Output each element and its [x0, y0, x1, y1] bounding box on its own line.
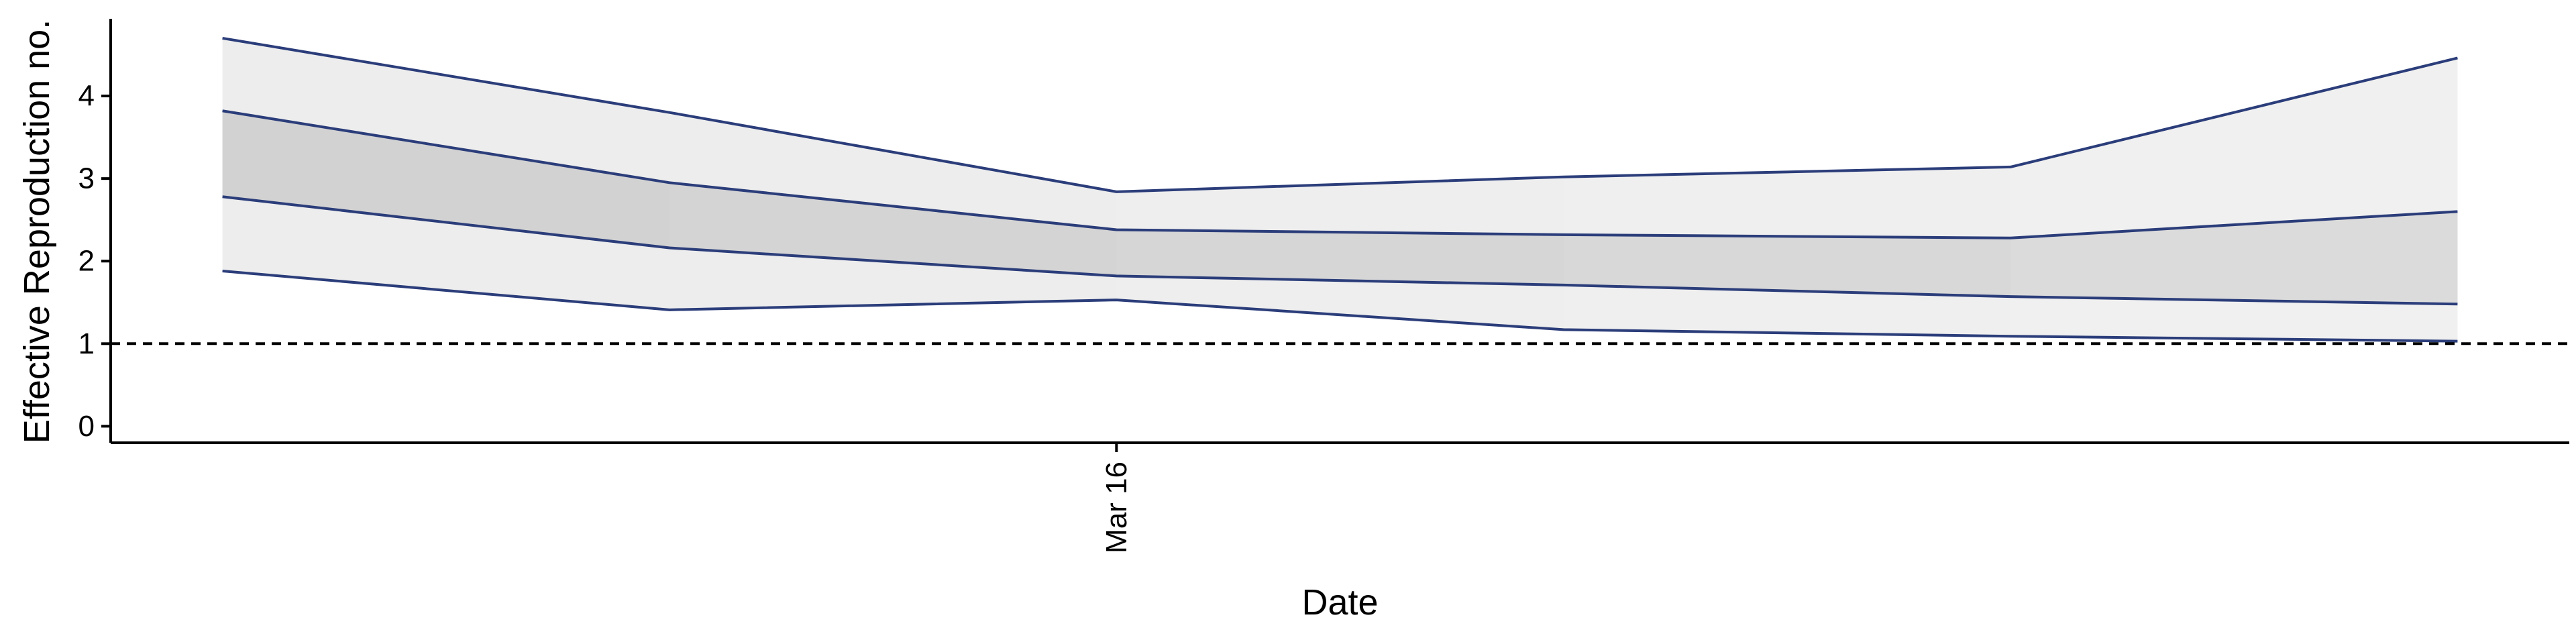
y-tick-label-3: 3 — [78, 162, 95, 195]
band-1-lower-line — [222, 270, 2458, 343]
band-2-upper-line — [222, 109, 2458, 239]
band-segment-3 — [1116, 176, 1564, 330]
band-segment-5 — [2010, 58, 2458, 341]
y-tick-label-2: 2 — [78, 245, 95, 278]
y-tick-label-1: 1 — [78, 327, 95, 360]
y-tick-label-0: 0 — [78, 410, 95, 443]
bands-layer — [222, 38, 2458, 341]
x-ticks: Mar 16 — [1100, 443, 1133, 553]
band-2-lower-line — [222, 195, 2458, 306]
x-tick-label-1: Mar 16 — [1100, 462, 1133, 553]
band-segment-1 — [223, 38, 669, 310]
band-1-upper-line — [222, 36, 2458, 193]
x-axis-label: Date — [1301, 582, 1378, 623]
band-segment-4 — [1563, 166, 2011, 337]
y-axis-label: Effective Reproduction no. — [17, 19, 57, 443]
y-ticks: 0 1 2 3 4 — [78, 80, 111, 443]
y-tick-label-4: 4 — [78, 80, 95, 113]
lines-layer — [222, 36, 2458, 343]
band-segment-2 — [669, 112, 1117, 310]
band-area-2 — [222, 111, 2458, 305]
